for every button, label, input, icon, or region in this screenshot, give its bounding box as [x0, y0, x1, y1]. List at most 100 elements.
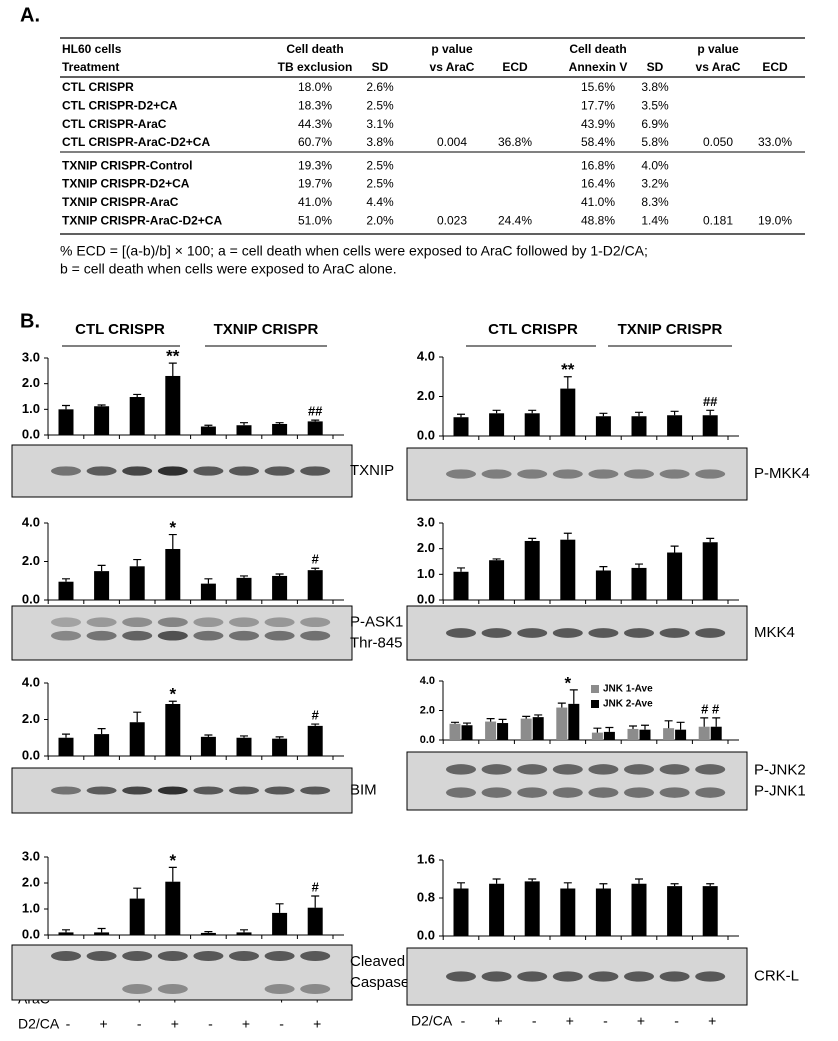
blot-band [552, 971, 583, 982]
blot-band [588, 971, 619, 982]
blot-band [481, 469, 512, 479]
bar [603, 731, 615, 740]
table-cell: 19.0% [758, 213, 792, 227]
table-cell: 3.2% [641, 177, 669, 191]
error-bar [275, 903, 284, 913]
table-cell: 41.0% [581, 195, 615, 209]
blot-band [481, 787, 512, 798]
table-cell: 43.9% [581, 117, 615, 131]
blot-band [446, 628, 476, 638]
bar [307, 907, 323, 935]
error-bar [133, 887, 142, 899]
blot-band [300, 951, 331, 961]
table-header: SD [372, 60, 389, 74]
blot-label: P-ASK1 [350, 613, 403, 630]
error-bar [275, 422, 284, 424]
bar [307, 725, 323, 756]
blot-band [659, 628, 690, 638]
blot-band [695, 764, 726, 775]
blot-band [517, 628, 548, 638]
error-bar [451, 721, 459, 724]
table-cell: 41.0% [298, 195, 332, 209]
blot-band [624, 787, 654, 798]
blot-band [264, 466, 295, 476]
blot-band [300, 630, 331, 641]
error-bar [97, 404, 106, 407]
error-bar [486, 718, 495, 722]
error-bar [635, 878, 643, 884]
blot-band [122, 617, 153, 628]
treatment-sign: + [566, 1013, 574, 1029]
bar [129, 397, 145, 435]
blot-band [588, 787, 619, 798]
blot-band [588, 469, 619, 479]
bar [236, 577, 252, 600]
blot-band [517, 469, 548, 479]
blot-band [481, 628, 512, 638]
blot-band [300, 984, 331, 994]
error-bar [700, 717, 709, 727]
table-header: vs AraC [696, 60, 741, 74]
error-bar [311, 567, 320, 571]
table-header: Annexin V [569, 60, 628, 74]
error-bar [133, 558, 142, 567]
legend-swatch [591, 685, 599, 693]
bar [453, 888, 469, 936]
bar [591, 732, 603, 740]
table-cell: 8.3% [641, 195, 669, 209]
error-bar [635, 411, 643, 417]
bar [667, 552, 683, 600]
table-cell: 3.1% [366, 117, 394, 131]
blot-band [157, 617, 188, 628]
blot-band [517, 971, 548, 982]
error-bar [599, 566, 608, 571]
table-header: ECD [502, 60, 528, 74]
error-bar [168, 533, 177, 549]
treatment-sign: - [279, 1016, 284, 1032]
row-label: CTL CRISPR-AraC-D2+CA [62, 135, 210, 149]
y-tick-label: 0.0 [22, 926, 40, 941]
error-bar [133, 711, 142, 723]
bar [272, 912, 288, 935]
bar [631, 567, 647, 600]
bar [94, 734, 110, 756]
blot-band [122, 984, 153, 994]
bar [272, 423, 288, 435]
bar [165, 703, 181, 756]
y-tick-label: 2.0 [22, 375, 40, 390]
blot [406, 751, 748, 811]
error-bar [599, 883, 608, 889]
bar [272, 575, 288, 600]
blot-band [659, 469, 690, 479]
table-cell: 1.4% [641, 213, 669, 227]
bar [667, 886, 683, 936]
bar [129, 898, 145, 935]
error-bar [97, 564, 106, 572]
blot-band [86, 466, 117, 476]
row-label: CTL CRISPR-D2+CA [62, 98, 178, 112]
error-bar [492, 558, 501, 561]
treatment-sign: - [66, 1016, 71, 1032]
blot-band [552, 764, 583, 775]
treatment-sign: + [242, 1016, 250, 1032]
table-cell: 0.023 [437, 213, 467, 227]
row-label: TXNIP CRISPR-AraC [62, 195, 179, 209]
bar [200, 426, 216, 435]
bar [165, 375, 181, 435]
significance-mark: * [564, 673, 571, 692]
error-bar [62, 929, 70, 933]
legend-label: JNK 1-Ave [603, 684, 653, 695]
table-header: p value [431, 42, 473, 56]
table-cell: 44.3% [298, 117, 332, 131]
blot-band [446, 764, 476, 775]
table-cell: 33.0% [758, 135, 792, 149]
error-bar [168, 866, 177, 882]
error-bar [168, 362, 177, 376]
table-cell: 5.8% [641, 135, 669, 149]
blot-band [122, 951, 153, 961]
table-header: HL60 cells [62, 42, 122, 56]
blot-band [157, 466, 188, 476]
bar [631, 416, 647, 436]
blot-band [86, 786, 117, 795]
table-cell: 3.8% [366, 135, 394, 149]
